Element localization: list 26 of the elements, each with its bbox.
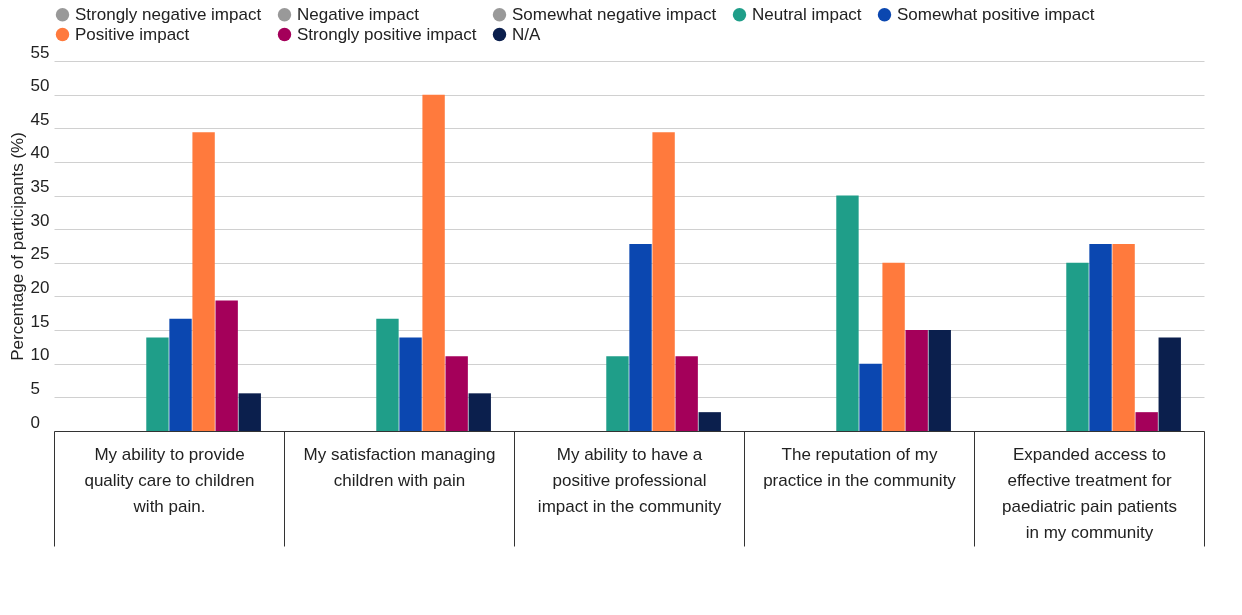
y-tick-label: 45 <box>30 109 50 129</box>
y-axis-title: Percentage of participants (%) <box>7 132 27 361</box>
y-tick-label: 40 <box>30 143 50 163</box>
y-tick-label: 35 <box>30 177 50 197</box>
y-tick-label: 20 <box>30 277 50 297</box>
y-tick-label: 5 <box>30 378 40 398</box>
y-tick-label: 25 <box>30 244 50 264</box>
legend-label: Negative impact <box>297 4 420 24</box>
x-tick-label: Expanded access to effective treatment for paediatric pain patients in my community <box>1002 444 1177 542</box>
y-tick-label: 15 <box>30 311 50 331</box>
y-tick-label: 50 <box>30 76 50 96</box>
legend-label: N/A <box>512 24 541 44</box>
legend-label: Positive impact <box>75 24 190 44</box>
y-tick-label: 30 <box>30 210 50 230</box>
x-tick-label: My satisfaction managing children with pain <box>303 444 496 490</box>
legend-label: Somewhat negative impact <box>512 4 717 24</box>
legend-label: Neutral impact <box>752 4 862 24</box>
y-tick-label: 10 <box>30 345 50 365</box>
x-tick-label: My ability to provide quality care to children with pain. <box>84 444 255 516</box>
legend-label: Strongly positive impact <box>297 24 477 44</box>
legend-label: Somewhat positive impact <box>897 4 1095 24</box>
y-tick-label: 0 <box>30 412 40 432</box>
y-tick-label: 55 <box>30 42 50 62</box>
x-tick-label: My ability to have a positive professional impact in the community <box>537 444 722 516</box>
legend-label: Strongly negative impact <box>75 4 262 24</box>
x-tick-label: The reputation of my practice in the community <box>763 444 957 490</box>
